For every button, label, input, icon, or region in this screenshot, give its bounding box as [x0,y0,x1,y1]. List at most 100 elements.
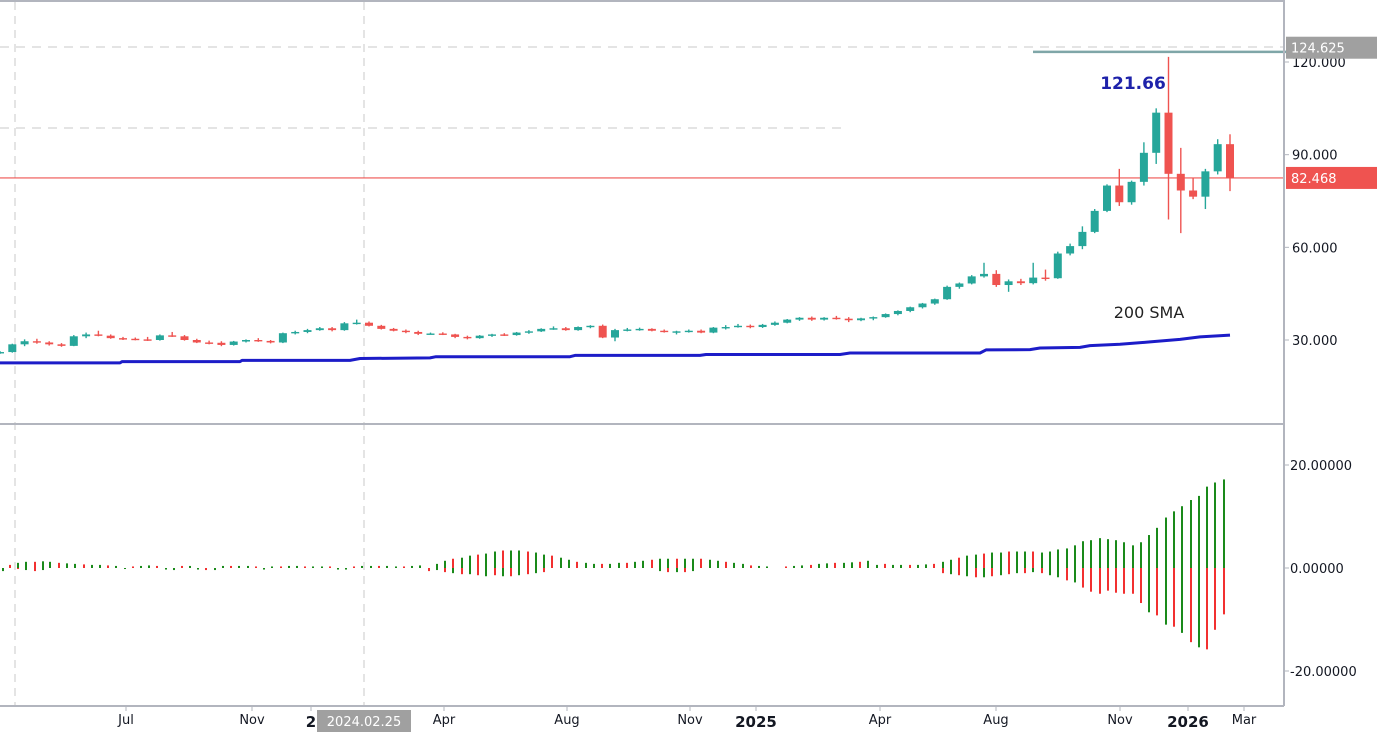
candle[interactable] [869,316,878,321]
candle[interactable] [1078,226,1087,250]
candle[interactable] [180,335,189,341]
candle[interactable] [1103,184,1111,213]
candle[interactable] [438,332,447,336]
macd-histogram[interactable] [2,479,1225,650]
candle[interactable] [623,327,632,332]
candle[interactable] [242,339,250,343]
candle[interactable] [524,330,533,334]
candle[interactable] [426,332,435,335]
candle[interactable] [94,330,103,337]
candle[interactable] [820,317,829,321]
candle[interactable] [857,317,865,322]
candle[interactable] [475,335,484,339]
candle[interactable] [57,343,66,347]
candle[interactable] [1053,251,1062,279]
candle[interactable] [1090,209,1099,234]
candle[interactable] [1201,168,1210,210]
price-axis[interactable]: 120.000 90.000 60.000 30.000 124.625 82.468 [1284,36,1377,349]
candle[interactable] [315,327,324,331]
candle[interactable] [401,329,410,334]
candle[interactable] [20,339,29,347]
price-candles[interactable] [0,56,1234,363]
candle[interactable] [303,328,312,334]
candle[interactable] [967,275,976,285]
candle[interactable] [537,328,546,332]
candle[interactable] [1213,139,1222,175]
candle[interactable] [278,332,287,344]
candle[interactable] [488,333,496,337]
high-price-tag[interactable]: 124.625 [1286,36,1377,59]
candle[interactable] [500,333,509,336]
candle[interactable] [155,334,164,341]
candle[interactable] [832,315,841,320]
candle[interactable] [980,262,988,278]
candle[interactable] [266,340,275,344]
candle[interactable] [1164,56,1173,220]
candle[interactable] [291,330,300,335]
candle[interactable] [32,338,41,344]
candle[interactable] [8,343,17,353]
candle[interactable] [881,313,890,318]
candle[interactable] [1041,269,1050,281]
candle[interactable] [192,338,201,344]
candle[interactable] [734,323,742,328]
candle[interactable] [131,337,140,341]
candle[interactable] [463,335,472,340]
candle[interactable] [795,317,804,321]
candle[interactable] [1176,147,1185,234]
candle[interactable] [82,332,91,339]
candle[interactable] [1016,278,1025,286]
candle[interactable] [377,324,386,330]
candle[interactable] [709,327,718,334]
candle[interactable] [930,298,939,305]
candle[interactable] [45,341,54,346]
candle[interactable] [106,334,115,339]
candle[interactable] [684,329,693,333]
candle[interactable] [69,335,78,347]
candle[interactable] [143,336,152,341]
candle[interactable] [955,282,964,289]
candle[interactable] [992,270,1001,287]
candle[interactable] [340,322,349,331]
candle[interactable] [770,321,779,326]
candle[interactable] [918,302,927,309]
candle[interactable] [217,341,226,347]
candle[interactable] [0,351,4,354]
candle[interactable] [1152,108,1161,164]
candle[interactable] [672,330,681,335]
candle[interactable] [943,285,952,300]
candle[interactable] [1226,134,1234,192]
candle[interactable] [844,317,853,323]
candle[interactable] [205,340,214,345]
candle[interactable] [1004,279,1013,292]
macd-axis[interactable]: 20.00000 0.00000 -20.00000 [1284,459,1357,680]
candle[interactable] [1127,180,1136,205]
candle[interactable] [1139,142,1148,186]
candle[interactable] [906,306,915,313]
candle[interactable] [254,338,263,342]
candle[interactable] [746,324,755,329]
candle[interactable] [389,327,398,332]
candle[interactable] [1189,178,1198,200]
candle[interactable] [758,323,767,328]
candle[interactable] [598,324,607,339]
candle[interactable] [647,328,656,332]
candle[interactable] [512,331,521,336]
candle[interactable] [1029,262,1038,285]
candle[interactable] [365,321,373,327]
candle[interactable] [1066,243,1075,256]
candle[interactable] [561,327,570,331]
candle[interactable] [119,336,127,340]
current-price-tag[interactable]: 82.468 [1286,166,1377,189]
candle[interactable] [451,333,460,339]
candle[interactable] [229,340,238,346]
candle[interactable] [635,327,644,331]
candle[interactable] [414,330,423,336]
candle[interactable] [1115,168,1124,206]
candle[interactable] [783,318,792,324]
candle[interactable] [352,319,361,325]
candle[interactable] [168,331,177,337]
candle[interactable] [549,326,558,330]
candle[interactable] [611,328,619,342]
